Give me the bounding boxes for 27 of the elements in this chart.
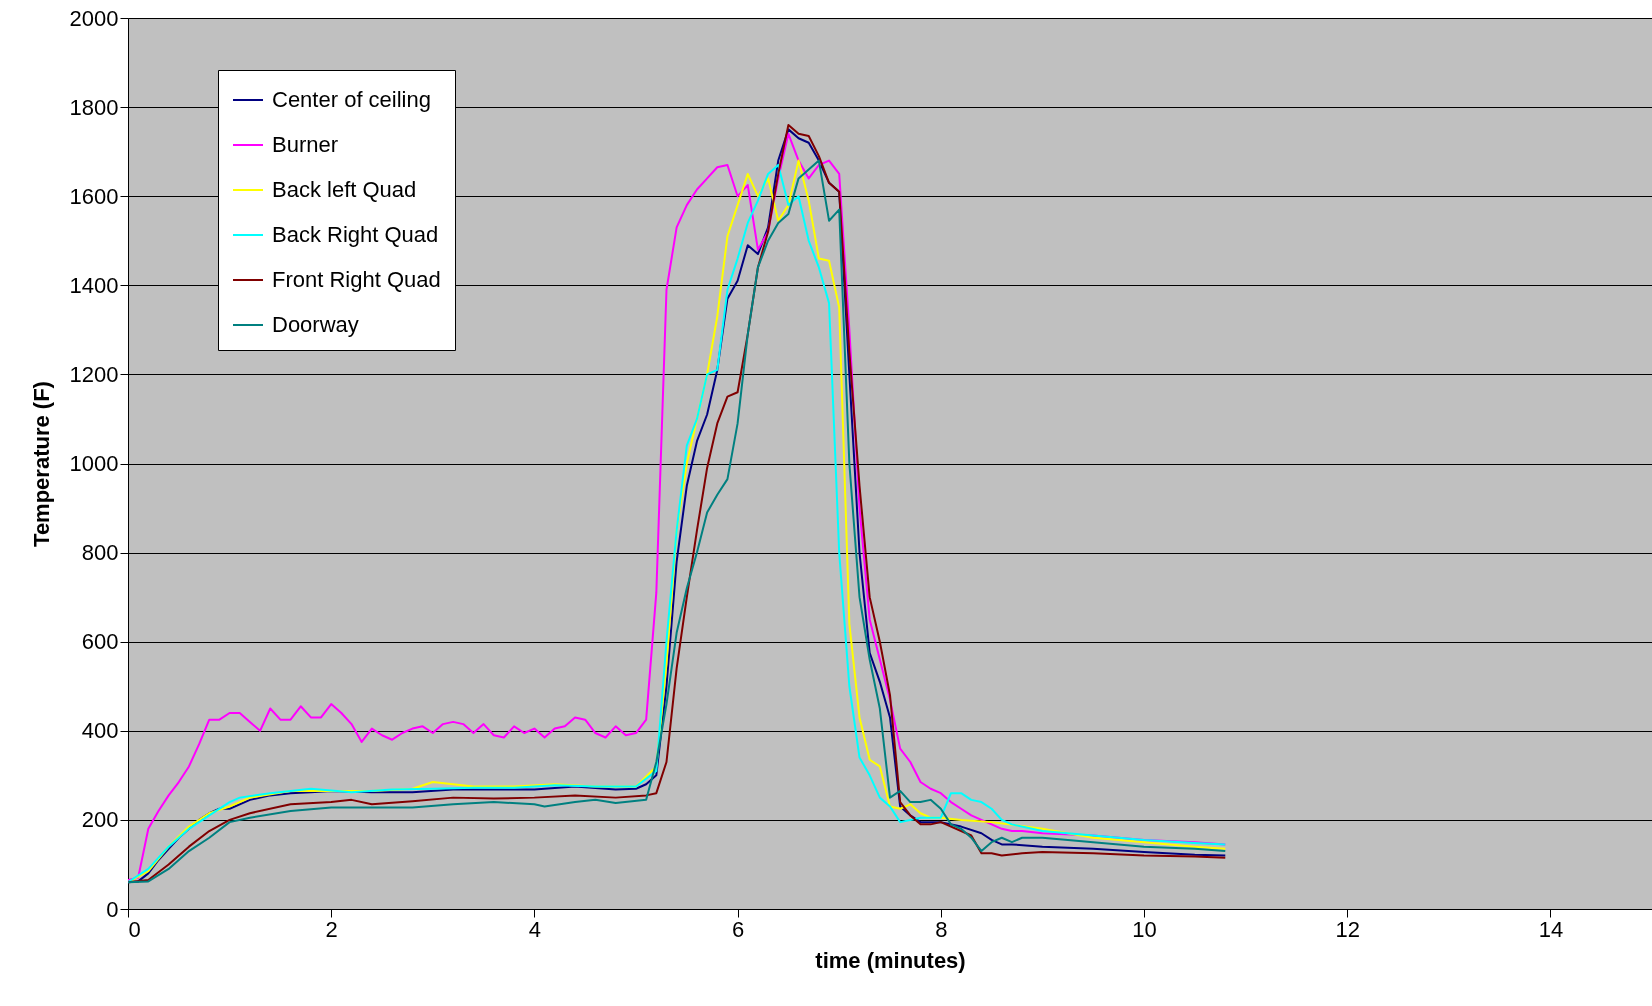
y-tick-label: 400 xyxy=(81,718,119,744)
y-tick-label: 800 xyxy=(81,540,119,566)
legend-label: Front Right Quad xyxy=(272,267,441,292)
x-tick-label: 12 xyxy=(1335,916,1360,942)
legend-label: Back left Quad xyxy=(272,177,417,202)
x-tick-label: 4 xyxy=(528,916,542,942)
x-tick-label: 8 xyxy=(935,916,948,942)
y-tick-label: 1600 xyxy=(69,183,119,209)
x-tick-label: 14 xyxy=(1538,916,1564,942)
y-tick-label: 200 xyxy=(81,807,119,833)
x-tick-label: 6 xyxy=(731,916,745,942)
y-axis-title: Temperature (F) xyxy=(28,381,54,547)
x-axis-title: time (minutes) xyxy=(815,947,966,973)
legend-label: Back Right Quad xyxy=(272,222,439,247)
y-tick-label: 1400 xyxy=(69,272,119,298)
y-tick-label: 0 xyxy=(106,896,119,922)
legend-label: Doorway xyxy=(272,312,359,337)
legend-label: Burner xyxy=(272,132,339,157)
x-tick-label: 2 xyxy=(325,916,338,942)
legend-label: Center of ceiling xyxy=(272,87,431,112)
y-tick-label: 1200 xyxy=(69,361,119,387)
y-tick-label: 2000 xyxy=(69,5,119,31)
y-tick-label: 600 xyxy=(81,629,119,655)
y-tick-label: 1000 xyxy=(69,451,119,476)
x-tick-label: 10 xyxy=(1132,916,1157,942)
y-tick-label: 1800 xyxy=(69,94,119,120)
x-tick-label: 0 xyxy=(128,916,141,942)
